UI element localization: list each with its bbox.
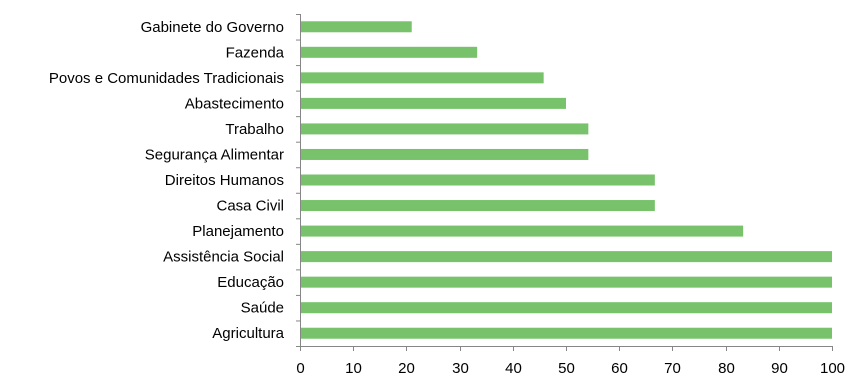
category-label: Segurança Alimentar — [145, 146, 284, 163]
category-label: Direitos Humanos — [165, 172, 284, 189]
category-label: Planejamento — [192, 223, 284, 240]
category-label: Abastecimento — [185, 95, 284, 112]
bar — [301, 46, 478, 58]
bar — [301, 123, 589, 135]
bar — [301, 251, 832, 263]
category-label: Saúde — [241, 300, 284, 317]
axes-layer — [296, 14, 833, 351]
category-label: Educação — [217, 274, 284, 291]
x-tick-label: 20 — [398, 360, 415, 377]
x-tick-label: 0 — [296, 360, 304, 377]
x-tick-label: 60 — [611, 360, 628, 377]
bar — [301, 302, 832, 314]
labels-layer: Gabinete do Governo Fazenda Povos e Comuni… — [49, 19, 845, 377]
x-tick-label: 40 — [505, 360, 522, 377]
x-tick-label: 100 — [820, 360, 845, 377]
category-label: Agricultura — [212, 325, 284, 342]
bars-layer — [301, 21, 832, 339]
category-label: Trabalho — [225, 121, 284, 138]
x-tick-label: 80 — [718, 360, 735, 377]
bar — [301, 72, 544, 84]
bar — [301, 97, 566, 109]
x-tick-label: 50 — [558, 360, 575, 377]
bar — [301, 200, 655, 212]
category-label: Casa Civil — [216, 198, 284, 215]
bar — [301, 148, 589, 160]
bar — [301, 21, 412, 33]
category-label: Assistência Social — [163, 249, 284, 266]
x-tick-label: 90 — [771, 360, 788, 377]
x-tick-label: 10 — [345, 360, 362, 377]
bar — [301, 276, 832, 288]
x-tick-label: 70 — [664, 360, 681, 377]
x-tick-label: 30 — [452, 360, 469, 377]
category-label: Povos e Comunidades Tradicionais — [49, 70, 284, 87]
bar — [301, 225, 744, 237]
category-label: Gabinete do Governo — [141, 19, 284, 36]
bar — [301, 174, 655, 186]
bar — [301, 327, 832, 339]
category-label: Fazenda — [226, 44, 285, 61]
